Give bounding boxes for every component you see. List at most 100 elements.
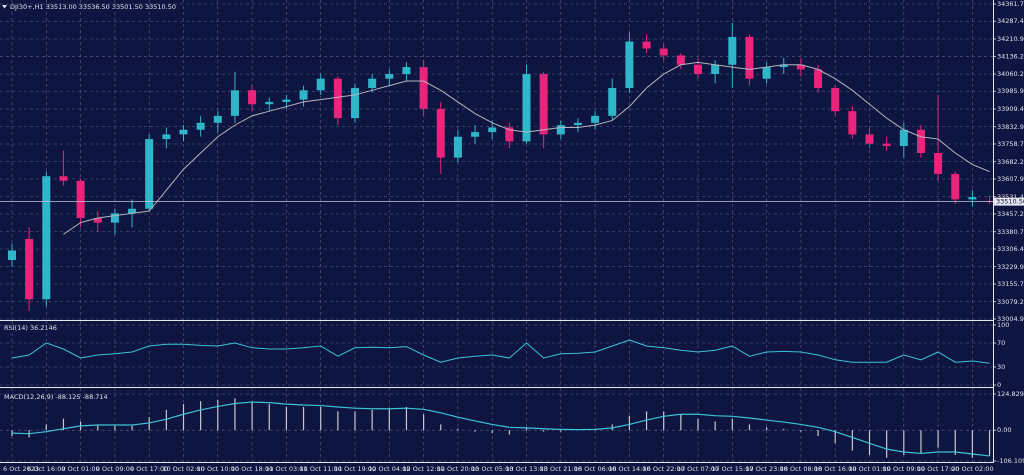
y-tick-label: 33985.95 — [997, 87, 1024, 95]
macd-bar — [388, 408, 390, 431]
candle-body — [42, 176, 51, 300]
y-tick-label: 34136.20 — [997, 52, 1024, 60]
y-tick-label: 100 — [997, 321, 1009, 329]
y-tick-label: 33909.45 — [997, 105, 1024, 113]
candle-body — [951, 173, 960, 200]
candle-body — [694, 64, 702, 75]
x-tick-label: 6 Oct 2023 — [3, 465, 39, 473]
macd-bar — [560, 430, 562, 432]
x-tick-label: 18 Oct 08:00 — [780, 465, 822, 473]
candle-body — [179, 129, 188, 135]
x-tick-label: 11 Oct 11:00 — [300, 465, 342, 473]
candle-body — [728, 36, 737, 65]
macd-bar — [851, 430, 853, 451]
y-tick-label: 33832.95 — [997, 123, 1024, 131]
macd-bar — [114, 425, 116, 431]
macd-title: MACD(12,26,9) -88.125 -88.714 — [4, 393, 108, 401]
candle-body — [934, 152, 943, 174]
current-price-label: 33510.50 — [996, 198, 1024, 206]
macd-bar — [217, 399, 219, 431]
macd-bar — [491, 430, 493, 434]
macd-bar — [988, 430, 991, 456]
candle-body — [471, 132, 480, 137]
menu-arrow[interactable] — [2, 5, 7, 9]
macd-bar — [148, 417, 150, 431]
candle-body — [25, 238, 34, 300]
macd-bar — [405, 407, 408, 431]
y-tick-label: 34060.20 — [997, 70, 1024, 78]
candle-body — [968, 197, 977, 200]
y-tick-label: 33531.45 — [997, 193, 1024, 201]
macd-bar — [663, 411, 665, 431]
candle-body — [333, 78, 342, 119]
x-tick-label: 17 Oct 07:00 — [677, 465, 719, 473]
x-tick-label: 10 Oct 10:00 — [197, 465, 239, 473]
x-tick-label: 13 Oct 21:00 — [540, 465, 582, 473]
macd-bar — [766, 427, 768, 431]
y-tick-label: 33607.95 — [997, 175, 1024, 183]
macd-bar — [714, 421, 716, 431]
rsi-title: RSI(14) 36.2146 — [4, 324, 57, 332]
macd-bar — [131, 425, 133, 431]
macd-bar — [45, 424, 47, 431]
macd-bar — [457, 428, 459, 431]
candle-body — [831, 87, 840, 112]
y-tick-label: 33004.95 — [997, 315, 1024, 323]
x-tick-label: 18 Oct 16:00 — [814, 465, 856, 473]
macd-bar — [937, 430, 939, 448]
macd-bar — [817, 430, 819, 437]
candle-body — [351, 87, 359, 119]
y-tick-label: 33306.45 — [997, 245, 1024, 253]
macd-bar — [834, 430, 836, 444]
candle-body — [385, 74, 394, 79]
candle-body — [453, 136, 462, 158]
candle-body — [110, 213, 119, 223]
current-price-box — [994, 197, 1024, 206]
candle-body — [745, 36, 754, 79]
candle-body — [916, 129, 925, 153]
x-tick-label: 19 Oct 17:00 — [917, 465, 959, 473]
y-tick-label: 33457.20 — [997, 210, 1024, 218]
candle-body — [196, 122, 205, 130]
x-tick-label: 16 Oct 22:00 — [643, 465, 685, 473]
candle-body — [299, 90, 308, 100]
x-tick-label: 13 Oct 13:00 — [505, 465, 547, 473]
x-tick-label: 17 Oct 23:00 — [745, 465, 787, 473]
macd-bar — [234, 398, 236, 431]
candle-body — [779, 64, 788, 68]
x-tick-label: 19 Oct 01:00 — [848, 465, 890, 473]
y-tick-label: 33380.70 — [997, 228, 1024, 236]
candle-body — [162, 134, 171, 140]
macd-bar — [62, 418, 65, 431]
candle-body — [573, 122, 582, 126]
macd-bar — [97, 424, 99, 431]
macd-signal-line — [11, 401, 990, 457]
macd-bar — [868, 430, 871, 455]
candle-body — [899, 129, 908, 147]
x-tick-label: 12 Oct 12:00 — [402, 465, 444, 473]
rsi-line — [11, 339, 990, 364]
candle-body — [556, 125, 565, 135]
candle-body — [762, 67, 771, 79]
x-tick-label: 11 Oct 03:00 — [265, 465, 307, 473]
macd-bar — [645, 411, 648, 431]
y-tick-label: -106.109 — [997, 457, 1024, 465]
candle-body — [591, 115, 600, 123]
macd-bar — [920, 430, 922, 454]
candle-body — [8, 250, 16, 261]
candle-body — [128, 208, 137, 214]
macd-bar — [474, 430, 476, 432]
macd-bar — [508, 430, 510, 435]
macd-bar — [165, 409, 167, 431]
macd-bar — [268, 404, 270, 431]
x-tick-label: 19 Oct 09:00 — [883, 465, 925, 473]
macd-bar — [783, 428, 785, 431]
macd-bar — [371, 409, 373, 431]
macd-bar — [680, 414, 682, 431]
candle-body — [230, 90, 239, 116]
main-title: DJI30+,H1 33513.00 33536.50 33501.50 335… — [10, 3, 176, 11]
candle-body — [93, 217, 102, 223]
candle-body — [796, 64, 805, 70]
